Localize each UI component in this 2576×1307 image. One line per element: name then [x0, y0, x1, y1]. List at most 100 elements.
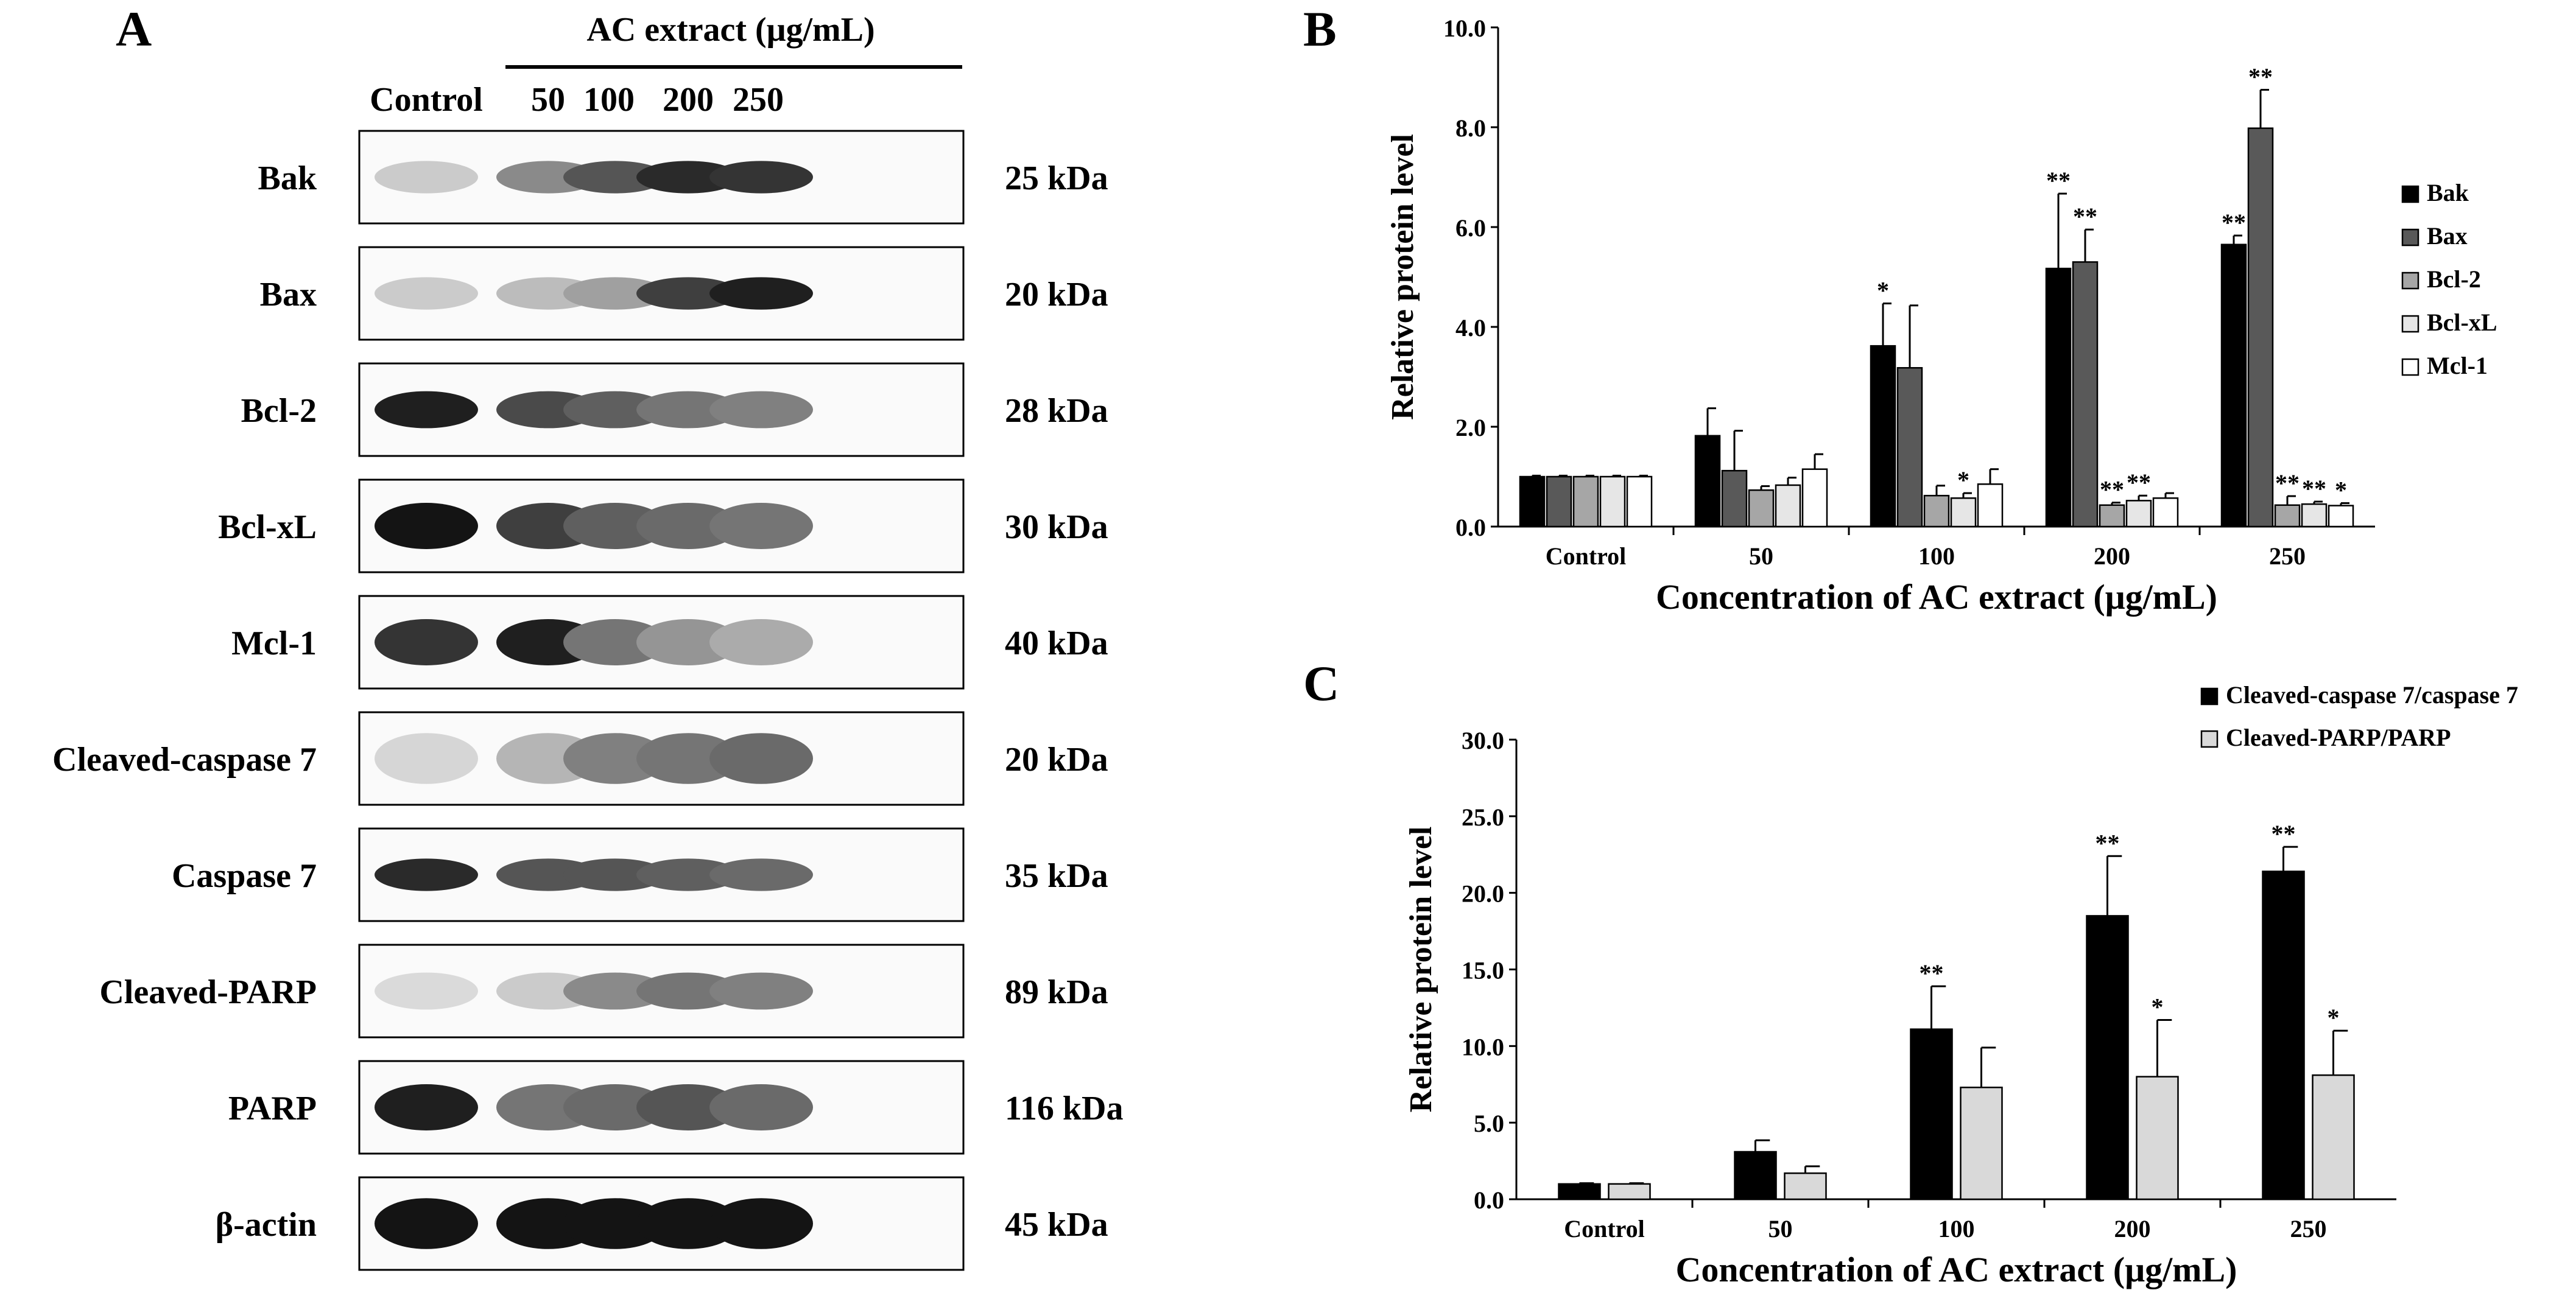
x-tick-label: 50 — [1749, 542, 1773, 570]
x-tick-label: 100 — [1918, 542, 1955, 570]
blot-band — [709, 277, 813, 310]
blot-row: Mcl-1 40 kDa — [231, 595, 1108, 690]
blot-protein-label: β-actin — [216, 1206, 317, 1244]
blot-band — [709, 858, 813, 891]
blot-lane-label: Control — [370, 81, 483, 119]
blot-row: Caspase 7 35 kDa — [172, 827, 1108, 922]
blot-row: Cleaved-PARP 89 kDa — [99, 944, 1108, 1039]
blot-band — [563, 161, 667, 194]
x-tick-label: 100 — [1938, 1215, 1975, 1242]
bar — [1977, 483, 2004, 528]
bar — [1519, 475, 1546, 528]
legend-label: Cleaved-caspase 7/caspase 7 — [2226, 681, 2518, 709]
blot-mw-label: 40 kDa — [1005, 625, 1108, 662]
blot-band — [563, 1084, 667, 1130]
y-tick-label: 20.0 — [1462, 880, 1504, 908]
significance-marker: ** — [2222, 209, 2246, 236]
panel-c-label: C — [1303, 656, 1339, 711]
blot-band — [563, 619, 667, 665]
blot-band — [636, 391, 740, 429]
blot-band — [636, 161, 740, 194]
blot-band — [709, 503, 813, 549]
y-axis-title: Relative protein level — [1385, 134, 1420, 420]
x-tick-label: 250 — [2290, 1215, 2327, 1242]
blot-band — [563, 391, 667, 429]
blot-mw-label: 35 kDa — [1005, 857, 1108, 895]
legend-swatch — [2401, 272, 2419, 290]
blot-band — [709, 161, 813, 194]
blot-band — [375, 858, 478, 891]
y-tick-label: 15.0 — [1462, 957, 1504, 984]
blot-band — [375, 619, 478, 665]
blot-row: Cleaved-caspase 7 20 kDa — [52, 711, 1108, 806]
legend: Bak Bax Bcl-2 Bcl-xL Mcl-1 — [2401, 179, 2497, 379]
legend-swatch — [2401, 358, 2419, 376]
bar — [2072, 261, 2099, 528]
blot-protein-label: Cleaved-PARP — [99, 973, 317, 1011]
bar — [1950, 497, 1977, 528]
y-tick-label: 10.0 — [1443, 15, 1486, 42]
legend-swatch — [2401, 228, 2419, 247]
bar — [2301, 503, 2328, 528]
blot-band — [636, 1198, 740, 1249]
legend-label: Bcl-2 — [2427, 265, 2481, 293]
blot-band — [636, 972, 740, 1010]
blot-band — [375, 733, 478, 784]
panel-a-western-blot: A AC extract (μg/mL) Control 50 100 200 250 … — [52, 1, 1124, 1271]
legend-label: Mcl-1 — [2427, 352, 2488, 379]
bar — [2086, 915, 2129, 1200]
blot-band — [375, 161, 478, 194]
bar — [1721, 469, 1748, 528]
blot-band — [563, 277, 667, 310]
bar — [2274, 504, 2301, 528]
blot-row: Bcl-2 28 kDa — [241, 362, 1108, 457]
blot-mw-label: 89 kDa — [1005, 973, 1108, 1011]
legend-label: Bak — [2427, 179, 2469, 206]
blot-lane-label: 200 — [663, 81, 714, 119]
significance-marker: ** — [2248, 63, 2273, 91]
bar — [1546, 475, 1572, 528]
blot-protein-label: PARP — [228, 1090, 317, 1127]
significance-marker: * — [2335, 476, 2347, 503]
y-tick-label: 4.0 — [1455, 314, 1486, 342]
blot-mw-label: 28 kDa — [1005, 392, 1108, 430]
blot-mw-label: 30 kDa — [1005, 508, 1108, 546]
blot-lane-labels: Control 50 100 200 250 — [370, 81, 784, 119]
significance-marker: ** — [2046, 167, 2071, 194]
bar — [2328, 505, 2354, 528]
significance-marker: ** — [2100, 476, 2124, 503]
significance-marker: * — [2152, 993, 2164, 1021]
blot-mw-label: 45 kDa — [1005, 1206, 1108, 1244]
bar — [1748, 489, 1775, 528]
significance-marker: ** — [2096, 829, 2120, 857]
blot-protein-label: Mcl-1 — [231, 625, 317, 662]
blot-row: Bcl-xL 30 kDa — [218, 478, 1108, 573]
significance-marker: ** — [1920, 959, 1944, 987]
y-tick-label: 25.0 — [1462, 804, 1504, 831]
blot-mw-label: 25 kDa — [1005, 159, 1108, 197]
legend-label: Cleaved-PARP/PARP — [2226, 724, 2451, 751]
panel-c-chart: C 0.0 5.0 10.0 15.0 20.0 25.0 30.0 Control 50 100… — [1303, 656, 2518, 1289]
y-axis-title: Relative protein level — [1404, 827, 1438, 1113]
blot-protein-label: Bak — [258, 159, 317, 197]
significance-marker: ** — [2073, 203, 2097, 230]
bar — [2099, 504, 2125, 528]
blot-protein-label: Bcl-xL — [218, 508, 317, 546]
blot-lane-label: 250 — [733, 81, 784, 119]
bar — [2262, 871, 2305, 1200]
panel-a-label: A — [116, 1, 152, 57]
legend-label: Bcl-xL — [2427, 309, 2497, 336]
blot-band — [563, 503, 667, 549]
blot-band — [636, 277, 740, 310]
blot-mw-label: 116 kDa — [1005, 1090, 1124, 1127]
significance-marker: * — [2328, 1004, 2340, 1031]
blot-band — [563, 1198, 667, 1249]
bar — [1694, 435, 1721, 528]
panel-b-label: B — [1303, 1, 1337, 57]
y-tick-label: 0.0 — [1474, 1186, 1504, 1214]
blot-row: Bak 25 kDa — [258, 130, 1108, 225]
bar — [2045, 267, 2072, 528]
bar — [1923, 494, 1950, 528]
x-axis-title: Concentration of AC extract (μg/mL) — [1656, 577, 2217, 617]
